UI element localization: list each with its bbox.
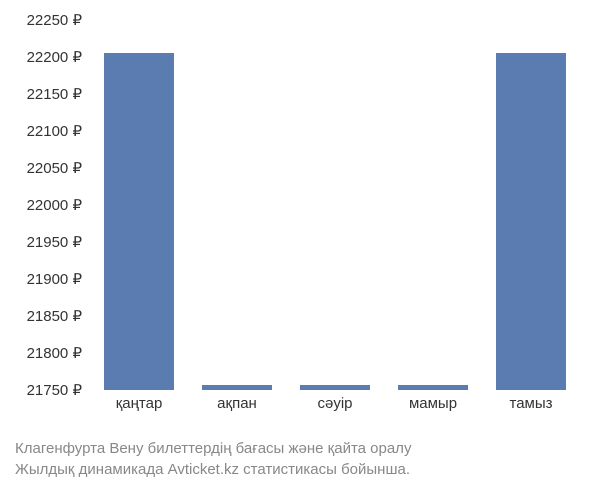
x-tick-label: қаңтар [116, 395, 163, 412]
y-tick-label: 21950 ₽ [27, 233, 82, 251]
y-tick-label: 22000 ₽ [27, 196, 82, 214]
price-chart: 22250 ₽ 22200 ₽ 22150 ₽ 22100 ₽ 22050 ₽ 22000… [0, 0, 600, 500]
x-tick-label: мамыр [409, 395, 457, 412]
bar [398, 385, 469, 390]
y-tick-label: 22200 ₽ [27, 48, 82, 66]
bar [202, 385, 273, 390]
x-tick-label: сәуір [317, 395, 352, 412]
y-tick-label: 22100 ₽ [27, 122, 82, 140]
y-axis: 22250 ₽22200 ₽22150 ₽22100 ₽22050 ₽22000… [0, 20, 90, 390]
bar [104, 53, 175, 390]
y-tick-label: 22050 ₽ [27, 159, 82, 177]
chart-caption: Клагенфурта Вену билеттердің бағасы және… [15, 438, 585, 480]
y-tick-label: 21800 ₽ [27, 344, 82, 362]
bar [300, 385, 371, 390]
x-tick-label: тамыз [509, 395, 552, 412]
plot-area [90, 20, 580, 390]
y-tick-label: 22250 ₽ [27, 11, 82, 29]
caption-line-2: Жылдық динамикада Avticket.kz статистика… [15, 459, 585, 480]
y-tick-label: 21750 ₽ [27, 381, 82, 399]
caption-line-1: Клагенфурта Вену билеттердің бағасы және… [15, 438, 585, 459]
bar [496, 53, 567, 390]
y-tick-label: 21900 ₽ [27, 270, 82, 288]
y-tick-label: 21850 ₽ [27, 307, 82, 325]
x-tick-label: ақпан [217, 395, 257, 412]
x-axis: қаңтар ақпан сәуір мамыр тамыз [90, 395, 580, 425]
y-tick-label: 22150 ₽ [27, 85, 82, 103]
